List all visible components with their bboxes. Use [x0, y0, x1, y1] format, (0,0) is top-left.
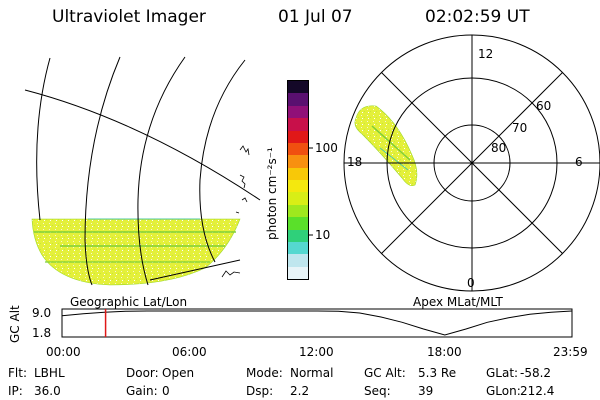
status-value: 0: [162, 384, 170, 398]
timeline-x-tick-1: 06:00: [172, 345, 207, 359]
colorbar-segment: [288, 254, 308, 267]
colorbar-segment: [288, 93, 308, 106]
status-label: Door:: [126, 366, 159, 380]
colorbar-segment: [288, 266, 308, 279]
colorbar-segment: [288, 118, 308, 131]
status-label: Gain:: [126, 384, 158, 398]
status-label: GC Alt:: [364, 366, 406, 380]
timeline-x-tick-2: 12:00: [299, 345, 334, 359]
mlt-label-12: 12: [478, 47, 493, 61]
colorbar-segment: [288, 217, 308, 230]
colorbar-segment: [288, 192, 308, 205]
status-value: 2.2: [290, 384, 310, 398]
status-label: Seq:: [364, 384, 391, 398]
status-label: Mode:: [246, 366, 283, 380]
status-value: 39: [418, 384, 434, 398]
colorbar-segment: [288, 180, 308, 193]
status-label: IP:: [8, 384, 23, 398]
colorbar-segment: [288, 81, 308, 94]
mlt-label-0: 0: [467, 276, 475, 290]
status-label: GLon:: [486, 384, 521, 398]
timeline-x-tick-4: 23:59: [553, 345, 588, 359]
colorbar-tick-10: 10: [315, 228, 331, 242]
geo-aurora-region: [31, 218, 241, 286]
status-label: Flt:: [8, 366, 27, 380]
time-label: 02:02:59 UT: [425, 7, 530, 27]
timeline-x-tick-0: 00:00: [46, 345, 81, 359]
timeline-y-label: GC Alt: [8, 305, 22, 343]
status-value: LBHL: [34, 366, 65, 380]
status-label: GLat:: [486, 366, 519, 380]
status-label: Dsp:: [246, 384, 274, 398]
status-value: 36.0: [34, 384, 61, 398]
date-label: 01 Jul 07: [278, 7, 353, 27]
polar-panel-label: Apex MLat/MLT: [413, 295, 503, 309]
colorbar-segment: [288, 167, 308, 180]
mlt-label-18: 18: [347, 155, 362, 169]
status-value: -58.2: [520, 366, 552, 380]
status-value: Open: [162, 366, 195, 380]
colorbar-segment: [288, 105, 308, 119]
lat-label-70: 70: [512, 121, 527, 135]
mlt-label-6: 6: [575, 155, 583, 169]
status-value: 212.4: [520, 384, 555, 398]
lat-label-60: 60: [536, 99, 551, 113]
polar-aurora-region: [354, 105, 418, 186]
status-value: 5.3 Re: [418, 366, 457, 380]
timeline-y-tick-max: 9.0: [32, 306, 52, 320]
altitude-curve: [61, 310, 572, 336]
colorbar-segment: [288, 142, 308, 156]
colorbar-segment: [288, 155, 308, 168]
timeline-y-tick-min: 1.8: [32, 326, 52, 340]
colorbar-tick-100: 100: [315, 141, 338, 155]
colorbar-segment: [288, 130, 308, 143]
colorbar-segment: [288, 229, 308, 242]
status-value: Normal: [290, 366, 334, 380]
colorbar: [287, 80, 309, 280]
colorbar-segment: [288, 204, 308, 218]
instrument-title: Ultraviolet Imager: [52, 7, 206, 27]
lat-label-80: 80: [491, 141, 506, 155]
geo-panel-label: Geographic Lat/Lon: [70, 295, 188, 309]
colorbar-segment: [288, 241, 308, 255]
timeline-x-tick-3: 18:00: [427, 345, 462, 359]
